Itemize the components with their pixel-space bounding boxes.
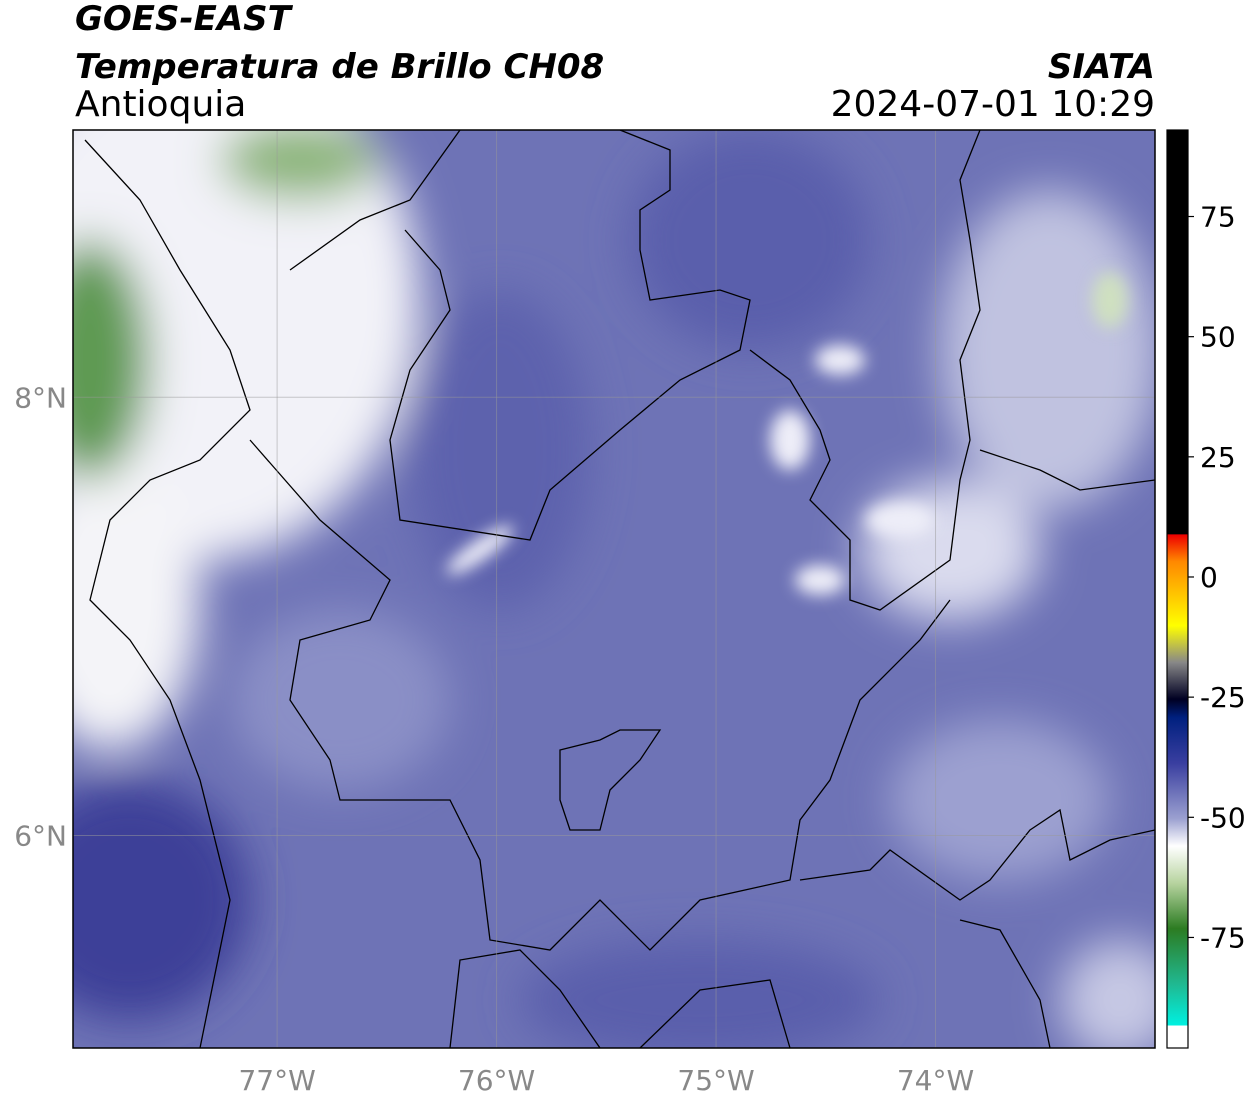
subtitle: Temperatura de Brillo CH08 (75, 47, 604, 87)
colorbar-tick-label: -25 (1200, 681, 1246, 714)
colorbar-tick-label: 25 (1200, 441, 1236, 474)
colorbar-tick-label: 0 (1200, 561, 1218, 594)
x-tick-label: 74°W (897, 1064, 974, 1097)
y-tick-label: 8°N (14, 381, 67, 414)
colorbar-tick-label: -75 (1200, 921, 1246, 954)
x-tick-label: 75°W (677, 1064, 754, 1097)
x-tick-label: 77°W (238, 1064, 315, 1097)
y-tick-label: 6°N (14, 819, 67, 852)
region: Antioquia (75, 84, 246, 125)
colorbar-tick-label: 50 (1200, 321, 1236, 354)
map-frame (72, 129, 1156, 1049)
datetime: 2024-07-01 10:29 (831, 84, 1155, 125)
colorbar (1166, 129, 1189, 1049)
title: GOES-EAST (75, 0, 294, 39)
map-image (73, 130, 1155, 1048)
x-tick-label: 76°W (458, 1064, 535, 1097)
colorbar-tick-label: 75 (1200, 201, 1236, 234)
source: SIATA (1048, 47, 1155, 87)
grid (73, 130, 1155, 1048)
colorbar-tick-label: -50 (1200, 801, 1246, 834)
